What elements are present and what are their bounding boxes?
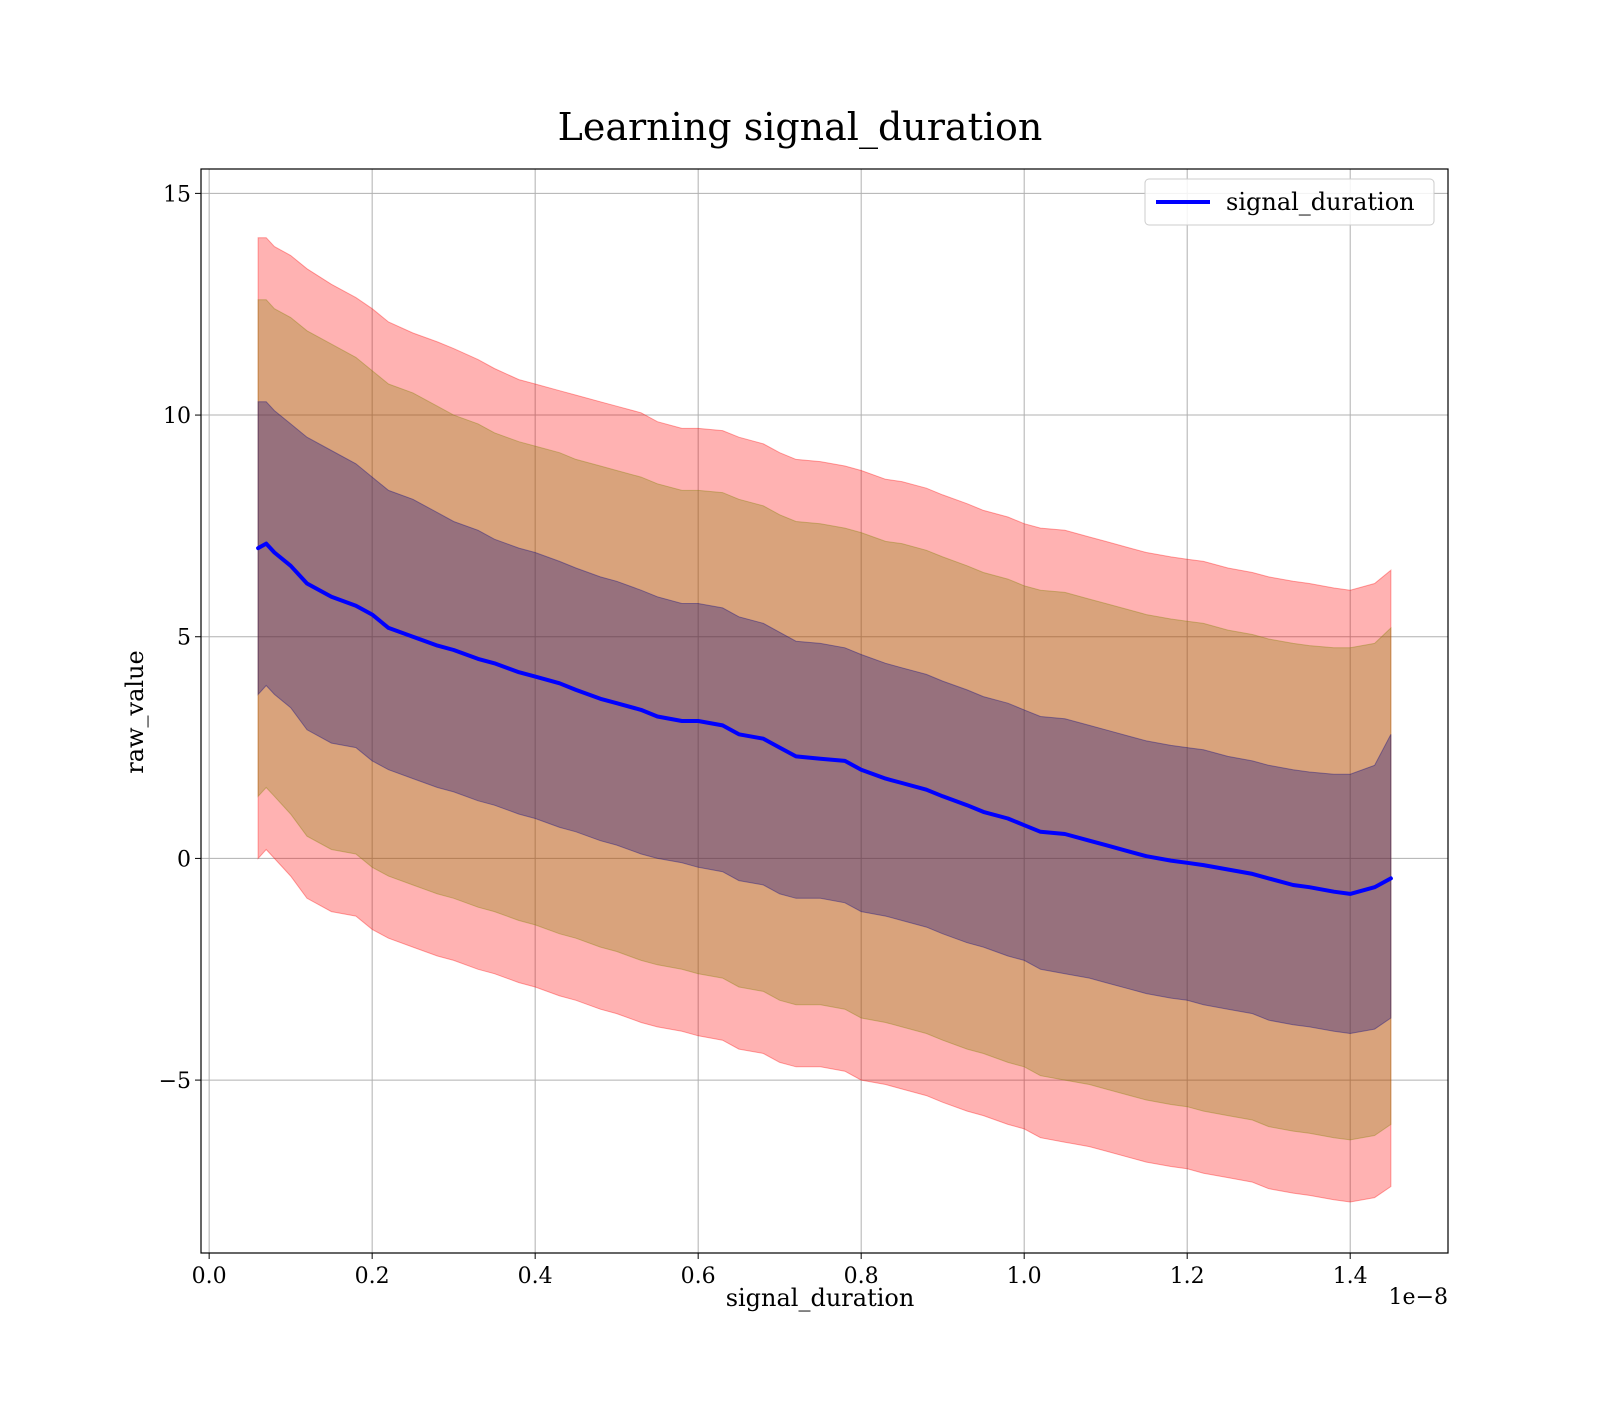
x-tick-label: 1.4 <box>1333 1264 1368 1289</box>
confidence-band-3 <box>257 401 1392 1035</box>
y-tick-label: 15 <box>163 182 191 207</box>
y-axis-ticks: −5 0 5 10 15 <box>159 182 201 1094</box>
x-tick-label: 1.0 <box>1007 1264 1042 1289</box>
legend: signal_duration <box>1144 178 1435 226</box>
x-axis-ticks: 0.0 0.2 0.4 0.6 0.8 1.0 1.2 1.4 <box>192 1253 1368 1289</box>
y-tick-label: 5 <box>177 626 191 651</box>
plot-frame <box>200 168 1449 1254</box>
confidence-band-2 <box>257 299 1392 1141</box>
x-tick-label: 1.2 <box>1170 1264 1205 1289</box>
series-lines <box>256 541 1393 896</box>
x-tick-label: 0.6 <box>681 1264 716 1289</box>
x-tick-label: 0.8 <box>844 1264 879 1289</box>
grid <box>201 169 1448 1253</box>
confidence-bands <box>257 237 1392 1203</box>
legend-box <box>1144 178 1435 226</box>
confidence-band-1 <box>257 237 1392 1203</box>
legend-label-signal-duration: signal_duration <box>1226 188 1415 216</box>
x-tick-label: 0.2 <box>355 1264 390 1289</box>
y-tick-label: 0 <box>177 847 191 872</box>
x-tick-label: 0.4 <box>518 1264 553 1289</box>
x-axis-label: signal_duration <box>726 1284 915 1312</box>
y-tick-label: −5 <box>159 1069 191 1094</box>
series-line-1 <box>256 541 1393 896</box>
y-axis-label: raw_value <box>121 650 149 774</box>
y-tick-label: 10 <box>163 404 191 429</box>
x-tick-label: 0.0 <box>192 1264 227 1289</box>
x-axis-offset-label: 1e−8 <box>1389 1285 1448 1310</box>
chart-title: Learning signal_duration <box>558 105 1043 150</box>
